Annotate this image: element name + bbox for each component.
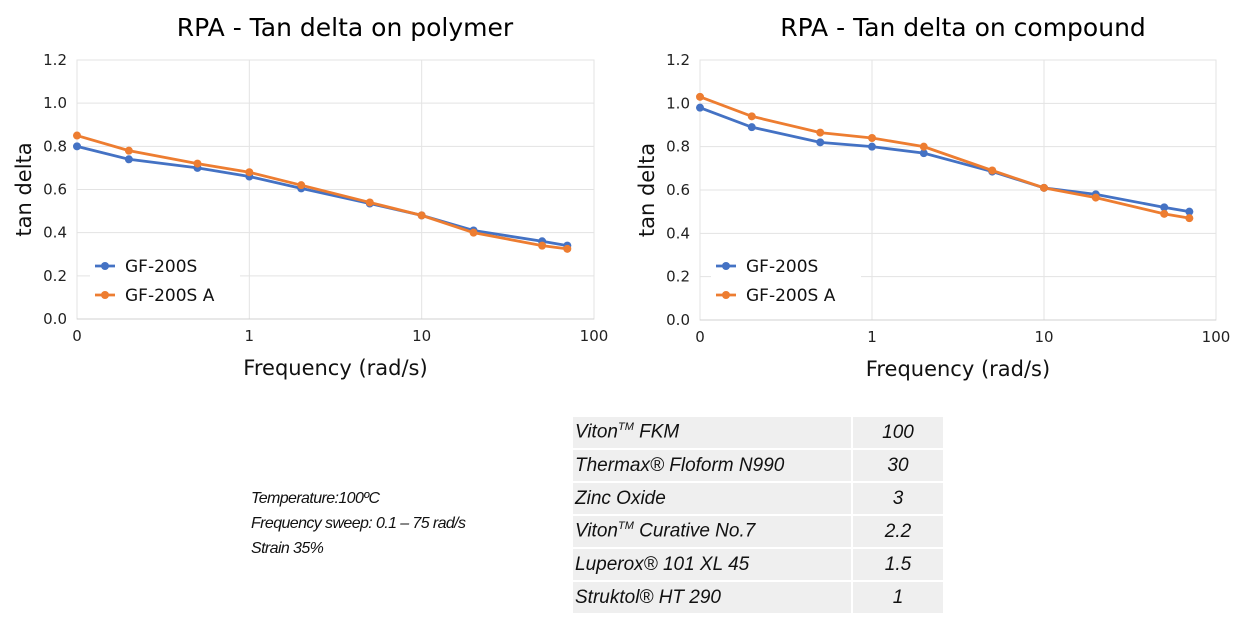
table-row: Zinc Oxide 3 xyxy=(571,481,945,516)
y-axis-label: tan delta xyxy=(12,142,36,236)
ingredient-name: Luperox® 101 XL 45 xyxy=(571,547,853,582)
y-axis-label: tan delta xyxy=(635,143,659,237)
data-point xyxy=(747,123,756,132)
ingredient-phr: 30 xyxy=(851,448,945,483)
data-point xyxy=(469,228,478,237)
legend-marker xyxy=(722,291,730,299)
y-tick-label: 1.2 xyxy=(666,51,690,69)
y-tick-label: 0.0 xyxy=(43,310,67,328)
data-point xyxy=(696,103,704,112)
data-point xyxy=(919,142,928,151)
legend-background xyxy=(711,247,861,307)
charts-area: RPA - Tan delta on polymer 0.0 0.2 0.4 0.6 0.… xyxy=(12,13,1231,381)
y-tick-label: 0.0 xyxy=(666,311,690,329)
table-row: Thermax® Floform N990 30 xyxy=(571,448,945,483)
data-point xyxy=(193,159,202,168)
series-line-gf-200s-a xyxy=(76,134,568,251)
data-point xyxy=(73,131,81,140)
legend-label: GF-200S xyxy=(125,257,197,277)
data-point xyxy=(868,134,876,142)
data-point xyxy=(868,142,876,151)
formulation-table: VitonTM FKM 100 Thermax® Floform N990 30 Zin… xyxy=(571,415,945,615)
legend-label: GF-200S A xyxy=(125,286,215,306)
ingredient-phr: 2.2 xyxy=(851,514,945,549)
x-tick-label: 0 xyxy=(695,328,705,346)
ingredient-phr: 3 xyxy=(851,481,945,516)
ingredient-name: VitonTM Curative No.7 xyxy=(571,514,853,549)
chart-title: RPA - Tan delta on compound xyxy=(780,13,1146,42)
data-point xyxy=(696,92,704,101)
legend-label: GF-200S A xyxy=(746,286,836,306)
ingredient-name: VitonTM FKM xyxy=(571,415,853,450)
x-tick-label: 10 xyxy=(412,327,431,345)
data-point xyxy=(124,155,133,164)
data-point xyxy=(1160,203,1169,212)
legend-marker xyxy=(722,262,730,270)
y-tick-label: 0.2 xyxy=(43,267,67,285)
data-point xyxy=(563,244,572,253)
x-tick-label: 100 xyxy=(1202,328,1231,346)
data-point xyxy=(1160,209,1169,218)
table-row: VitonTM Curative No.7 2.2 xyxy=(571,514,945,549)
y-tick-label: 0.8 xyxy=(666,138,690,156)
y-tick-label: 1.0 xyxy=(666,94,690,112)
data-point xyxy=(73,142,81,151)
y-tick-label: 0.6 xyxy=(43,181,67,199)
legend-marker xyxy=(101,291,109,299)
table-row: Struktol® HT 290 1 xyxy=(571,580,945,615)
x-tick-label: 100 xyxy=(580,327,609,345)
x-axis-label: Frequency (rad/s) xyxy=(866,357,1050,381)
ingredient-phr: 1.5 xyxy=(851,547,945,582)
x-tick-label: 0 xyxy=(72,327,82,345)
data-point xyxy=(1040,183,1048,192)
ingredient-name: Struktol® HT 290 xyxy=(571,580,853,615)
chart-title: RPA - Tan delta on polymer xyxy=(177,13,514,42)
data-point xyxy=(816,128,825,137)
y-tick-label: 0.6 xyxy=(666,181,690,199)
data-point xyxy=(365,198,374,207)
data-point xyxy=(1185,207,1194,216)
data-point xyxy=(297,181,306,190)
table-row: VitonTM FKM 100 xyxy=(571,415,945,450)
data-point xyxy=(124,146,133,155)
legend-marker xyxy=(101,262,109,270)
ingredient-name: Thermax® Floform N990 xyxy=(571,448,853,483)
data-point xyxy=(988,166,997,175)
x-axis-label: Frequency (rad/s) xyxy=(243,356,427,380)
x-tick-label: 1 xyxy=(867,328,877,346)
y-tick-label: 0.8 xyxy=(43,137,67,155)
ingredient-phr: 100 xyxy=(851,415,945,450)
data-point xyxy=(1185,214,1194,223)
table-row: Luperox® 101 XL 45 1.5 xyxy=(571,547,945,582)
superscript: TM xyxy=(617,421,634,434)
data-point xyxy=(919,149,928,158)
y-tick-label: 0.2 xyxy=(666,268,690,286)
condition-frequency: Frequency sweep: 0.1 – 75 rad/s xyxy=(251,515,466,532)
y-tick-label: 0.4 xyxy=(43,224,67,242)
y-tick-label: 1.0 xyxy=(43,94,67,112)
data-point xyxy=(816,138,825,147)
superscript: TM xyxy=(617,520,634,533)
ingredient-phr: 1 xyxy=(851,580,945,615)
series-line-gf-200s xyxy=(76,144,568,247)
test-conditions: Temperature:100ºC Frequency sweep: 0.1 –… xyxy=(251,486,466,561)
y-tick-label: 0.4 xyxy=(666,224,690,242)
ingredient-name: Zinc Oxide xyxy=(571,481,853,516)
data-point xyxy=(538,241,547,250)
series-line-gf-200s-a xyxy=(699,95,1190,220)
legend-background xyxy=(90,247,240,307)
x-tick-label: 1 xyxy=(245,327,255,345)
data-point xyxy=(417,211,426,220)
data-point xyxy=(245,168,254,177)
data-point xyxy=(1091,193,1100,202)
y-tick-label: 1.2 xyxy=(43,51,67,69)
condition-temperature: Temperature:100ºC xyxy=(251,490,380,507)
data-point xyxy=(747,112,756,121)
x-tick-label: 10 xyxy=(1034,328,1053,346)
condition-strain: Strain 35% xyxy=(251,540,324,557)
series-line-gf-200s xyxy=(699,106,1190,214)
legend-label: GF-200S xyxy=(746,257,818,277)
